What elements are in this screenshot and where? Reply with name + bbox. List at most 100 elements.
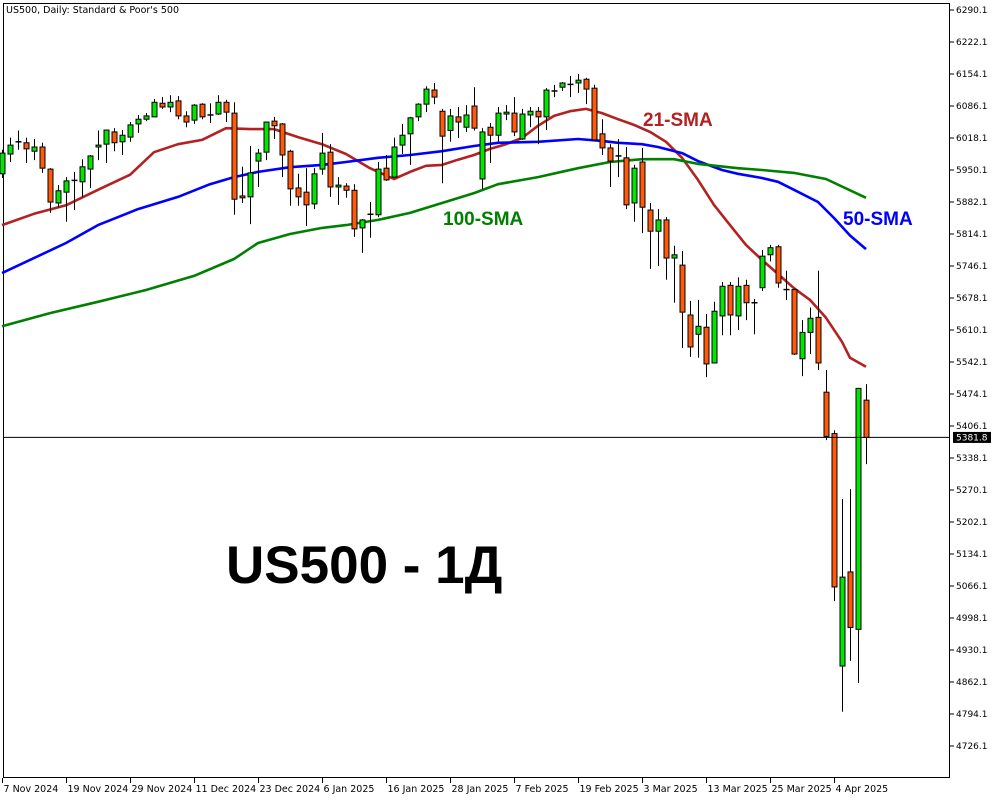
candle-body-bullish [191, 104, 198, 121]
candle-body-bullish [447, 115, 454, 132]
sma21-label: 21-SMA [643, 110, 713, 131]
candle-body-bullish [767, 247, 774, 256]
candle [455, 106, 462, 139]
candle-body-bullish [87, 155, 94, 170]
candle-body-bearish [239, 195, 246, 199]
candle-body-bullish [719, 285, 726, 317]
candle [183, 111, 190, 128]
candle-body-bullish [559, 82, 566, 88]
candle [23, 137, 30, 163]
candles [0, 74, 870, 712]
date-axis: 7 Nov 2024 19 Nov 2024 29 Nov 2024 11 Dec 2… [2, 778, 888, 795]
candle [271, 116, 278, 139]
candle [319, 132, 326, 175]
candle-body-bearish [455, 116, 462, 123]
candle [847, 489, 854, 661]
candle-body-bullish [839, 576, 846, 667]
candle [167, 95, 174, 113]
candle-body-bearish [775, 246, 782, 284]
candle [471, 87, 478, 131]
candle-body-bearish [831, 433, 838, 588]
candle [399, 123, 406, 155]
candle-body-bullish [0, 152, 6, 175]
candle [607, 144, 614, 187]
candle-body-bearish [639, 161, 646, 208]
candle [567, 75, 574, 98]
candle-body-bullish [391, 146, 398, 178]
candle [671, 245, 678, 303]
candle [431, 82, 438, 105]
candle [743, 279, 750, 321]
price-tick-label: 5950.1 [956, 166, 988, 176]
price-tick-label: 4862.1 [956, 678, 988, 688]
candle [687, 300, 694, 357]
candle [87, 154, 94, 188]
candle [335, 177, 342, 205]
candle [351, 184, 358, 237]
candle-body-bearish [327, 151, 334, 188]
date-tick-label: 7 Feb 2025 [516, 784, 569, 795]
candle [279, 122, 286, 178]
candle-body-bullish [375, 168, 382, 216]
price-tick-label: 5814.1 [956, 230, 988, 240]
candle [383, 154, 390, 181]
candle-body-bullish [759, 255, 766, 289]
candle [79, 159, 86, 197]
chart-title: US500 - 1Д [226, 536, 502, 595]
candle-body-bearish [487, 126, 494, 136]
candle-body-bullish [543, 89, 550, 118]
price-tick-label: 5406.1 [956, 422, 988, 432]
candle [791, 288, 798, 355]
candle-body-bearish [703, 326, 710, 365]
candle [247, 146, 254, 225]
candle-body-bearish [111, 131, 118, 144]
candle [359, 218, 366, 253]
candle-body-bearish [47, 168, 54, 203]
candle-body-bearish [231, 112, 238, 200]
candle-body-bearish [183, 115, 190, 123]
candle [503, 105, 510, 121]
date-tick-label: 23 Dec 2024 [260, 784, 321, 795]
candle [487, 122, 494, 163]
candle [63, 177, 70, 222]
price-tick-label: 4726.1 [956, 742, 988, 752]
candle [311, 168, 318, 210]
candle [151, 98, 158, 118]
candle [543, 88, 550, 131]
candle-body-bearish [791, 289, 798, 355]
price-tick-label: 5338.1 [956, 454, 988, 464]
candle [215, 95, 222, 115]
candle-body-bullish [119, 134, 126, 143]
candle-body-bearish [295, 187, 302, 198]
date-tick-label: 16 Jan 2025 [388, 784, 445, 795]
date-tick-label: 28 Jan 2025 [452, 784, 509, 795]
candle-body-bearish [303, 191, 310, 206]
candle-body-bearish [511, 112, 518, 133]
candle [255, 148, 262, 187]
price-tick-label: 5474.1 [956, 390, 988, 400]
price-tick-label: 5134.1 [956, 550, 988, 560]
price-axis: 6290.1 6222.1 6154.1 6086.1 6018.1 5950.1 5882… [950, 6, 988, 752]
candle-body-bullish [79, 166, 86, 183]
price-tick-label: 5202.1 [956, 518, 988, 528]
candle [199, 103, 206, 120]
price-tick-label: 6222.1 [956, 38, 988, 48]
candle [591, 84, 598, 141]
candle-body-bullish [359, 219, 366, 229]
candle-body-bearish [175, 100, 182, 117]
chart-header-title: US500, Daily: Standard & Poor's 500 [6, 5, 179, 16]
candle [71, 171, 78, 211]
candle [7, 137, 14, 163]
candle [191, 104, 198, 124]
candle-body-bearish [535, 110, 542, 118]
candle [775, 244, 782, 288]
candle [47, 168, 54, 213]
candle [823, 370, 830, 441]
price-tick-label: 5066.1 [956, 582, 988, 592]
candle-body-bullish [479, 131, 486, 180]
candle [535, 106, 542, 145]
candle [759, 250, 766, 291]
price-tick-label: 6018.1 [956, 134, 988, 144]
date-tick-label: 25 Mar 2025 [772, 784, 832, 795]
